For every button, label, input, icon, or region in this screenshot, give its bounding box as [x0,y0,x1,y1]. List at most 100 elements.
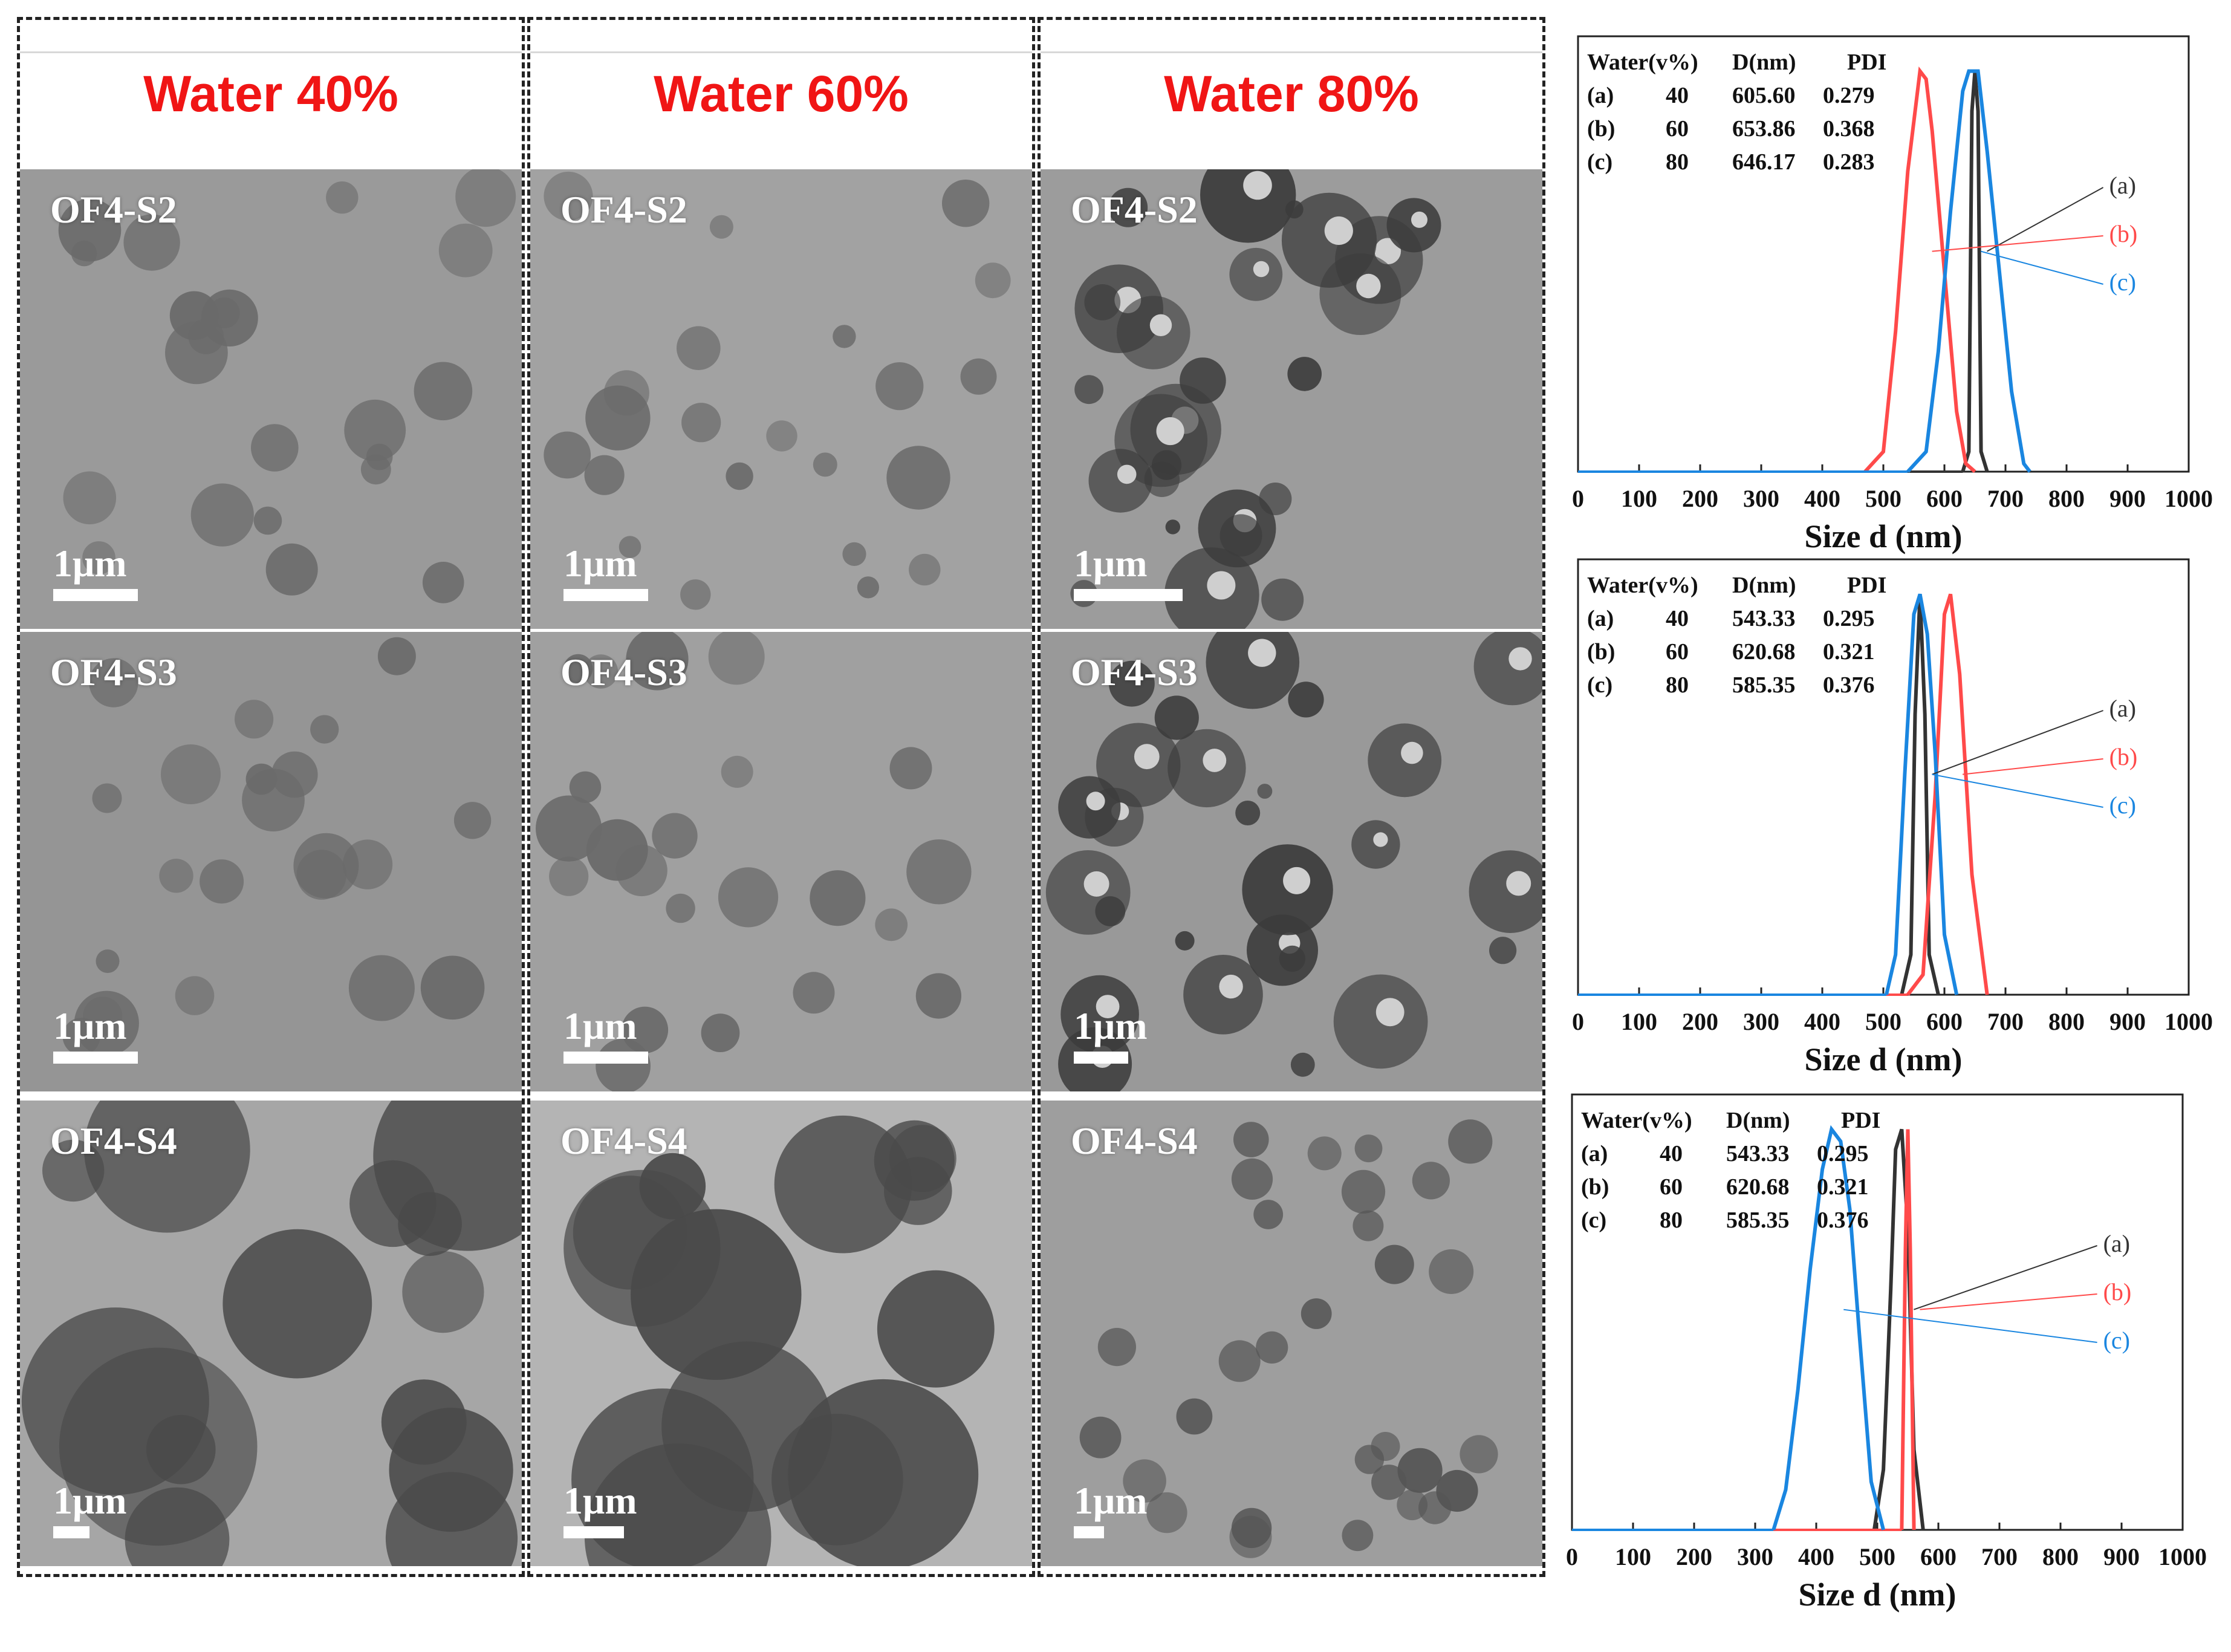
particle-pore [1373,832,1388,847]
x-tick-label: 100 [1615,1543,1651,1570]
particle [677,326,721,370]
particle-pore [1283,867,1311,894]
header-rule [20,51,522,53]
particle-pore [1375,998,1405,1027]
particle-pore [1156,417,1184,446]
column-frame-80 [1038,17,1545,1577]
particle [536,795,602,862]
sample-label: OF4-S2 [50,188,177,231]
scale-bar: 1μm [1074,1007,1148,1064]
particle [123,214,180,271]
particle [709,215,733,239]
x-tick-label: 900 [2103,1543,2140,1570]
tem-micrograph-image [530,169,1032,629]
particle [833,325,856,348]
table-cell: (a) [1587,83,1614,108]
table-cell: 585.35 [1726,1208,1790,1233]
particle [1074,375,1103,405]
x-tick-label: 0 [1572,1008,1584,1035]
tem-micrograph-image [20,169,522,629]
sample-label: OF4-S4 [1071,1119,1198,1162]
particle [886,446,950,510]
x-tick-label: 500 [1865,485,1901,512]
particle [1175,931,1195,951]
particle [422,562,464,603]
particle [326,181,359,214]
particle [1097,1328,1136,1367]
table-cell: 60 [1666,639,1689,665]
callout-label: (a) [2109,172,2136,199]
particle [1341,1169,1386,1214]
particle [1123,1459,1166,1503]
table-header-d: D(nm) [1726,1108,1790,1133]
particle [615,845,667,897]
particle [1469,850,1542,933]
particle [1165,519,1180,535]
particle [1235,801,1261,825]
table-cell: 620.68 [1732,639,1796,665]
scale-bar: 1μm [1074,544,1183,601]
particle [342,839,393,889]
table-header-water: Water(v%) [1587,573,1698,598]
table-cell: (b) [1587,639,1615,665]
particle [84,1101,250,1233]
table-cell: 0.295 [1817,1141,1869,1166]
particle [874,1120,955,1201]
x-tick-label: 300 [1743,485,1779,512]
sample-label: OF4-S2 [1071,188,1198,231]
scale-bar-label: 1μm [1074,1004,1148,1047]
table-cell: (b) [1581,1174,1609,1200]
scale-bar-line [53,1526,89,1538]
particle [74,990,139,1056]
callout-label: (b) [2103,1278,2132,1306]
table-cell: (c) [1587,672,1612,698]
particle-pore [1401,741,1423,764]
table-header-pdi: PDI [1847,50,1886,75]
particle [349,1160,437,1247]
scale-bar-label: 1μm [563,1004,637,1047]
particle [906,839,972,905]
particle [360,454,391,485]
scale-bar-line [53,589,138,601]
particle [960,358,997,395]
particle [1095,896,1126,926]
particle [666,893,695,923]
particle [563,1169,721,1327]
particle-pore [1086,792,1105,811]
x-tick-label: 700 [1981,1543,2018,1570]
callout-label: (c) [2109,792,2136,819]
x-tick-label: 500 [1859,1543,1895,1570]
particle [857,576,879,599]
particle [942,180,990,227]
table-cell: 40 [1666,606,1689,631]
particle [1354,1134,1383,1163]
scale-bar-line [53,1052,138,1064]
scale-bar: 1μm [53,544,138,601]
table-cell: 646.17 [1732,149,1796,175]
particle [146,1414,216,1485]
callout-label: (a) [2109,695,2136,722]
particle [1154,695,1199,740]
particle [584,1443,771,1566]
table-header-water: Water(v%) [1581,1108,1692,1133]
header-rule [1041,51,1542,53]
particle [915,973,961,1019]
scale-bar-label: 1μm [53,1479,127,1522]
series-line [1885,593,1959,995]
table-cell: 0.283 [1823,149,1875,175]
plot-frame [1571,1093,2184,1531]
table-cell: 0.321 [1823,639,1875,665]
tem-panel: OF4-S4 1μm [20,1101,522,1566]
particle [708,632,765,685]
scale-bar-line [563,1052,648,1064]
x-axis-label: Size d (nm) [1805,1041,1963,1078]
dls-chart-1: 0 100 200 300 400 500 600 700 800 900 1000 Size d (… [1572,24,2213,554]
scale-bar-line [1074,1526,1104,1538]
table-cell: 0.368 [1823,116,1875,141]
particle [584,455,625,495]
particle [975,262,1011,299]
particle [385,1472,518,1566]
x-tick-label: 0 [1566,1543,1578,1570]
x-tick-label: 1000 [2158,1543,2207,1570]
particle [209,297,240,328]
